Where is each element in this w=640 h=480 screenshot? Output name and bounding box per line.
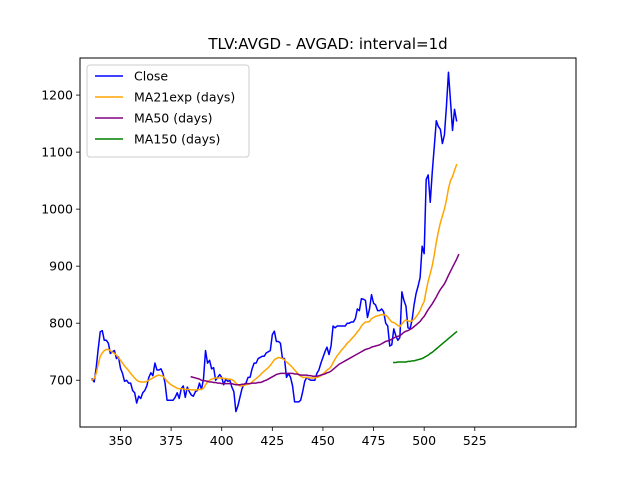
legend-label-3: MA150 (days) [134,132,220,147]
y-tick-label: 700 [49,373,73,388]
x-tick-label: 400 [210,433,234,448]
chart-title: TLV:AVGD - AVGAD: interval=1d [207,35,447,53]
x-tick-label: 450 [311,433,335,448]
x-tick-label: 525 [463,433,487,448]
x-tick-label: 500 [412,433,436,448]
legend: Close MA21exp (days) MA50 (days) MA150 (day… [87,65,249,157]
legend-label-0: Close [134,69,168,84]
x-tick-label: 475 [362,433,386,448]
x-tick-label: 375 [159,433,183,448]
y-tick-label: 900 [49,259,73,274]
x-tick-label: 350 [109,433,133,448]
legend-label-2: MA50 (days) [134,111,212,126]
y-tick-label: 800 [49,316,73,331]
y-tick-label: 1000 [41,202,73,217]
legend-label-1: MA21exp (days) [134,90,235,105]
x-tick-label: 425 [260,433,284,448]
y-tick-label: 1100 [41,145,73,160]
y-tick-label: 1200 [41,88,73,103]
